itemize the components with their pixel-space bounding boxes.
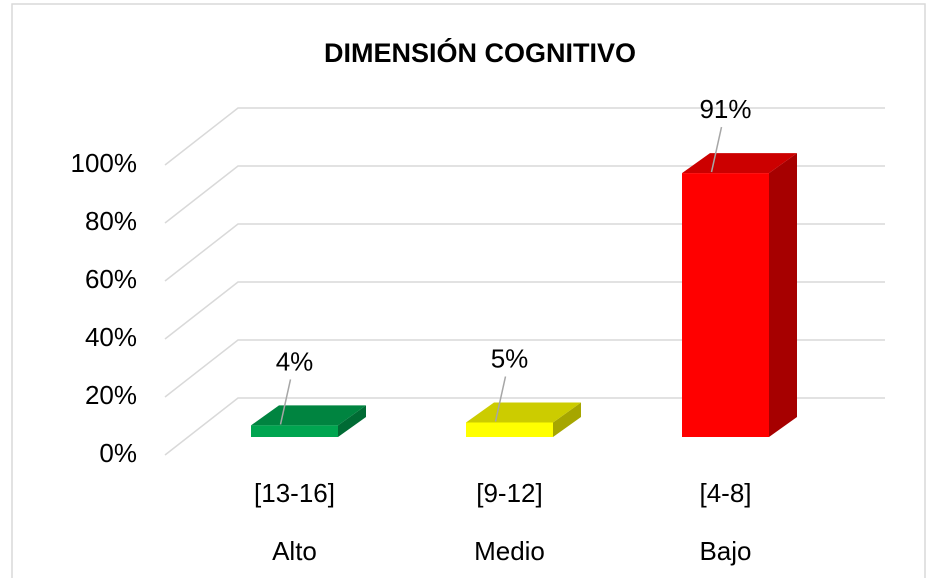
grid-line (164, 107, 885, 166)
bar-top (682, 153, 797, 174)
y-tick-label: 100% (71, 148, 138, 178)
bar (682, 173, 769, 437)
y-tick-label: 60% (85, 264, 137, 294)
y-tick-label: 40% (85, 322, 137, 352)
x-tick-label: [4-8] (699, 478, 751, 508)
x-tick-label: Alto (272, 536, 317, 566)
chart-title: DIMENSIÓN COGNITIVO (324, 37, 636, 68)
leader-line (279, 379, 292, 425)
grid-line (164, 339, 885, 398)
grid-line (164, 397, 885, 456)
data-label: 91% (699, 94, 751, 124)
bar-side (338, 405, 366, 437)
bar (466, 422, 553, 437)
x-tick-label: [13-16] (254, 478, 335, 508)
x-tick-label: Medio (474, 536, 545, 566)
x-tick-label: Bajo (699, 536, 751, 566)
y-tick-label: 80% (85, 206, 137, 236)
bar (251, 425, 338, 437)
bar-side (769, 153, 797, 437)
bar-side (553, 402, 581, 437)
bar-top (466, 402, 581, 423)
data-label: 4% (276, 346, 314, 376)
grid-line (164, 223, 885, 282)
x-tick-label: [9-12] (476, 478, 543, 508)
leader-line (494, 376, 507, 422)
bar-top (251, 405, 366, 426)
y-tick-label: 20% (85, 380, 137, 410)
grid-line (164, 165, 885, 224)
y-tick-label: 0% (99, 438, 137, 468)
data-label: 5% (491, 343, 529, 373)
grid-line (164, 281, 885, 340)
leader-line (710, 126, 723, 173)
